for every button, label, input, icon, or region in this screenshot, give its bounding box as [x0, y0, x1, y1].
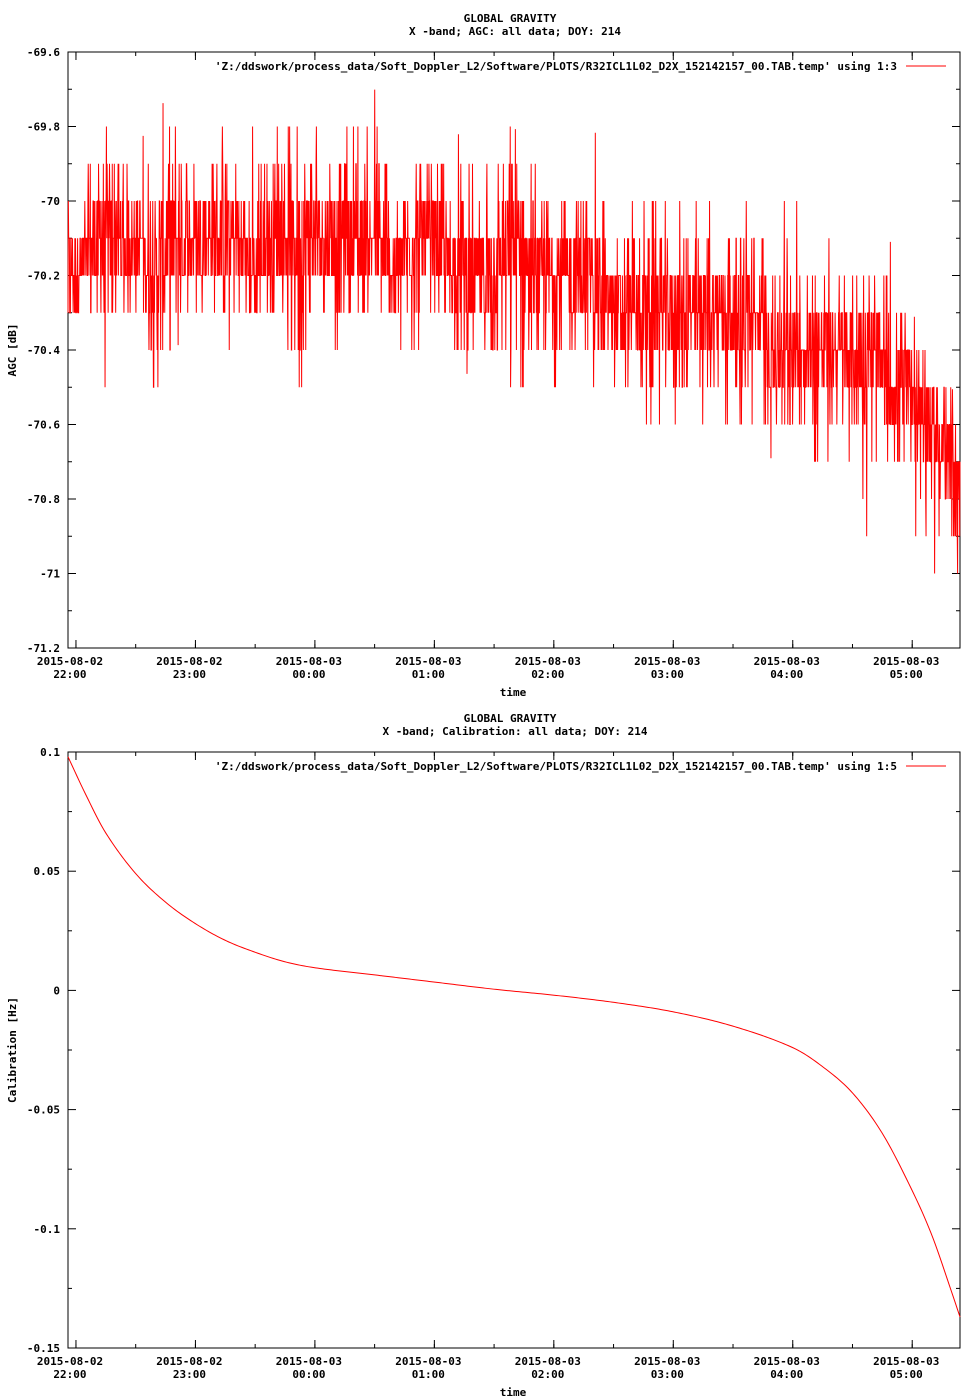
y-tick-label: -71.2: [27, 642, 60, 655]
y-tick-label: 0.05: [34, 865, 61, 878]
x-tick-label-date: 2015-08-03: [276, 1355, 342, 1368]
y-tick-label: -70.2: [27, 270, 60, 283]
calibration-chart-subtitle: X -band; Calibration: all data; DOY: 214: [383, 725, 648, 738]
x-tick-label-date: 2015-08-03: [276, 655, 342, 668]
agc-chart: GLOBAL GRAVITY X -band; AGC: all data; D…: [6, 12, 961, 699]
y-tick-label: -70: [40, 195, 60, 208]
calibration-series: [67, 756, 961, 1318]
calibration-plot-frame: [67, 751, 961, 1349]
y-tick-label: 0: [53, 984, 60, 997]
calibration-chart-title: GLOBAL GRAVITY: [464, 712, 557, 725]
x-tick-label-date: 2015-08-03: [873, 1355, 939, 1368]
y-tick-label: -70.6: [27, 419, 60, 432]
agc-chart-title: GLOBAL GRAVITY: [464, 12, 557, 25]
x-tick-label-time: 02:00: [531, 668, 564, 681]
x-tick-label-date: 2015-08-03: [395, 655, 461, 668]
x-tick-label-date: 2015-08-03: [634, 1355, 700, 1368]
agc-y-axis: -69.6 -69.8 -70 -70.2 -70.4 -70.6 -70.8 -71 -71.…: [27, 46, 960, 655]
x-tick-label-date: 2015-08-03: [754, 1355, 820, 1368]
y-tick-label: -0.1: [34, 1223, 61, 1236]
agc-plot-frame: [67, 51, 961, 649]
agc-chart-subtitle: X -band; AGC: all data; DOY: 214: [409, 25, 621, 38]
x-tick-label-time: 04:00: [770, 1368, 803, 1381]
x-tick-label-date: 2015-08-02: [37, 655, 103, 668]
x-tick-label-date: 2015-08-02: [156, 1355, 222, 1368]
y-tick-label: -69.6: [27, 46, 60, 59]
y-tick-label: -69.8: [27, 121, 60, 134]
y-tick-label: -71: [40, 568, 60, 581]
agc-series: [67, 89, 961, 574]
x-tick-label-time: 02:00: [531, 1368, 564, 1381]
calibration-legend: 'Z:/ddswork/process_data/Soft_Doppler_L2…: [215, 760, 946, 773]
agc-x-axis-label: time: [500, 686, 527, 699]
x-tick-label-time: 00:00: [292, 1368, 325, 1381]
x-tick-label-time: 23:00: [173, 668, 206, 681]
x-tick-label-time: 05:00: [890, 668, 923, 681]
x-tick-label-date: 2015-08-03: [634, 655, 700, 668]
calibration-x-axis: 2015-08-0222:002015-08-0223:002015-08-03…: [37, 752, 939, 1381]
x-tick-label-time: 03:00: [651, 1368, 684, 1381]
calibration-chart: GLOBAL GRAVITY X -band; Calibration: all…: [6, 712, 961, 1399]
x-tick-label-time: 22:00: [53, 1368, 86, 1381]
calibration-y-axis: 0.1 0.05 0 -0.05 -0.1 -0.15: [27, 746, 960, 1355]
calibration-y-axis-label: Calibration [Hz]: [6, 997, 19, 1103]
x-tick-label-date: 2015-08-03: [515, 1355, 581, 1368]
agc-legend-label: 'Z:/ddswork/process_data/Soft_Doppler_L2…: [215, 60, 897, 73]
x-tick-label-date: 2015-08-02: [156, 655, 222, 668]
y-tick-label: -70.4: [27, 344, 60, 357]
x-tick-label-time: 05:00: [890, 1368, 923, 1381]
x-tick-label-date: 2015-08-03: [873, 655, 939, 668]
x-tick-label-time: 01:00: [412, 668, 445, 681]
agc-y-axis-label: AGC [dB]: [6, 324, 19, 377]
y-tick-label: -70.8: [27, 493, 60, 506]
x-tick-label-time: 23:00: [173, 1368, 206, 1381]
x-tick-label-date: 2015-08-03: [754, 655, 820, 668]
x-tick-label-time: 03:00: [651, 668, 684, 681]
y-tick-label: 0.1: [40, 746, 60, 759]
y-tick-label: -0.15: [27, 1342, 60, 1355]
x-tick-label-date: 2015-08-02: [37, 1355, 103, 1368]
agc-x-axis: 2015-08-0222:002015-08-0223:002015-08-03…: [37, 52, 939, 681]
calibration-legend-label: 'Z:/ddswork/process_data/Soft_Doppler_L2…: [215, 760, 897, 773]
calibration-series-line: [67, 756, 961, 1318]
x-tick-label-date: 2015-08-03: [515, 655, 581, 668]
x-tick-label-time: 22:00: [53, 668, 86, 681]
agc-legend: 'Z:/ddswork/process_data/Soft_Doppler_L2…: [215, 60, 946, 73]
calibration-x-axis-label: time: [500, 1386, 527, 1399]
x-tick-label-time: 04:00: [770, 668, 803, 681]
y-tick-label: -0.05: [27, 1104, 60, 1117]
x-tick-label-time: 01:00: [412, 1368, 445, 1381]
agc-series-line: [67, 89, 961, 574]
x-tick-label-time: 00:00: [292, 668, 325, 681]
x-tick-label-date: 2015-08-03: [395, 1355, 461, 1368]
